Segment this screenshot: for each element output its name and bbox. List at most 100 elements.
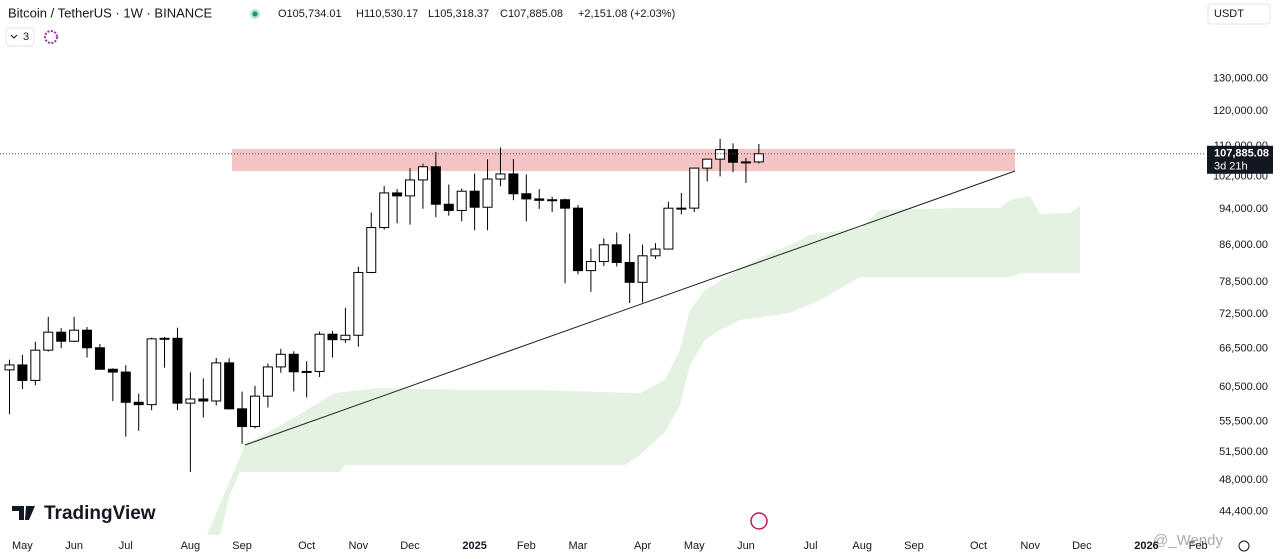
candle-body xyxy=(30,349,41,381)
candle-body xyxy=(172,337,183,404)
y-tick-label: 72,500.00 xyxy=(1219,308,1268,320)
ohlc-open: O105,734.01 xyxy=(278,8,342,20)
x-tick-label: May xyxy=(12,540,33,552)
candle-body xyxy=(366,227,377,273)
indicator-count: 3 xyxy=(23,31,29,43)
chevron xyxy=(10,34,18,39)
candle-body xyxy=(585,261,596,272)
indicator-toggle[interactable] xyxy=(5,27,35,47)
candle-body xyxy=(69,329,80,342)
candle-body xyxy=(262,366,273,397)
candle-body xyxy=(689,167,700,209)
x-tick-label: Mar xyxy=(569,540,588,552)
candle-body xyxy=(547,199,558,202)
candle-body xyxy=(185,398,196,404)
y-tick-label: 55,500.00 xyxy=(1219,416,1268,428)
x-tick-label: Jul xyxy=(804,540,818,552)
countdown: 3d 21h xyxy=(1214,161,1248,173)
currency: USDT xyxy=(1214,8,1244,20)
ohlc-low: L105,318.37 xyxy=(428,8,489,20)
candle-body xyxy=(353,271,364,336)
y-tick-label: 86,000.00 xyxy=(1219,239,1268,251)
last-price-label: 107,885.08 xyxy=(1214,148,1269,160)
candle-body xyxy=(676,207,687,210)
candle-body xyxy=(560,199,571,209)
x-tick-label: 2026 xyxy=(1134,540,1158,552)
y-tick-label: 48,000.00 xyxy=(1219,474,1268,486)
candle-body xyxy=(133,401,144,406)
x-tick-label: Jul xyxy=(119,540,133,552)
x-tick-label: Jun xyxy=(737,540,755,552)
y-tick-label: 60,500.00 xyxy=(1219,381,1268,393)
candle-body xyxy=(469,190,480,208)
indicator-icon[interactable] xyxy=(44,30,58,44)
candle-body xyxy=(275,353,286,368)
x-tick-label: Dec xyxy=(400,540,420,552)
ohlc-close: C107,885.08 xyxy=(500,8,563,20)
ohlc-high: H110,530.17 xyxy=(356,8,418,20)
y-tick-label: 66,500.00 xyxy=(1219,343,1268,355)
candle-body xyxy=(521,193,532,200)
x-tick-label: Jun xyxy=(65,540,83,552)
y-tick-label: 51,500.00 xyxy=(1219,446,1268,458)
y-tick-label: 78,500.00 xyxy=(1219,276,1268,288)
candle-body xyxy=(4,364,15,371)
x-tick-label: Oct xyxy=(298,540,315,552)
candle-body xyxy=(637,255,648,283)
candle-body xyxy=(728,149,739,163)
candle-body xyxy=(224,362,235,410)
candle-body xyxy=(405,179,416,197)
candle-body xyxy=(120,371,131,403)
event-icon[interactable] xyxy=(750,512,768,530)
status-dot-core xyxy=(252,11,258,17)
currency-button[interactable] xyxy=(1207,3,1271,25)
x-tick-label: 2025 xyxy=(462,540,486,552)
candle-body xyxy=(288,353,299,373)
candle-body xyxy=(211,362,222,402)
x-tick-label: Apr xyxy=(634,540,651,552)
x-tick-label: Dec xyxy=(1072,540,1092,552)
candle-body xyxy=(430,166,441,205)
x-tick-label: Aug xyxy=(852,540,872,552)
candle-body xyxy=(56,331,67,342)
candle-body xyxy=(456,190,467,211)
candle-body xyxy=(17,364,28,381)
candle-body xyxy=(598,244,609,263)
y-tick-label: 44,400.00 xyxy=(1219,506,1268,518)
y-tick-label: 120,000.00 xyxy=(1213,105,1268,117)
candle-body xyxy=(327,333,338,341)
candle-body xyxy=(94,347,105,370)
candle-body xyxy=(534,198,545,201)
candle-body xyxy=(702,158,713,169)
candle-body xyxy=(314,333,325,372)
candle-body xyxy=(508,173,519,195)
candle-body xyxy=(379,192,390,229)
x-tick-label: Feb xyxy=(1189,540,1208,552)
candle-body xyxy=(82,329,93,349)
ichimoku-cloud xyxy=(207,196,1080,535)
watermark: @_Wendy xyxy=(1153,532,1223,549)
x-tick-label: Nov xyxy=(1020,540,1040,552)
candle-body xyxy=(237,408,248,428)
candle-body xyxy=(301,370,312,373)
x-tick-label: Nov xyxy=(349,540,369,552)
candle-body xyxy=(340,334,351,341)
candle-body xyxy=(624,261,635,283)
candle-body xyxy=(572,207,583,272)
x-tick-label: Feb xyxy=(517,540,536,552)
candle-body xyxy=(495,173,506,180)
y-tick-label: 130,000.00 xyxy=(1213,73,1268,85)
x-tick-label: Sep xyxy=(904,540,924,552)
candle-body xyxy=(417,166,428,181)
settings-icon[interactable] xyxy=(1238,540,1250,552)
candle-body xyxy=(753,153,764,163)
candle-body xyxy=(611,244,622,263)
candle-body xyxy=(663,207,674,250)
candle-body xyxy=(650,248,661,257)
y-tick-label: 94,000.00 xyxy=(1219,203,1268,215)
candle-body xyxy=(715,149,726,160)
x-tick-label: Oct xyxy=(970,540,987,552)
brand: TradingView xyxy=(44,503,156,524)
candle-body xyxy=(159,337,170,340)
